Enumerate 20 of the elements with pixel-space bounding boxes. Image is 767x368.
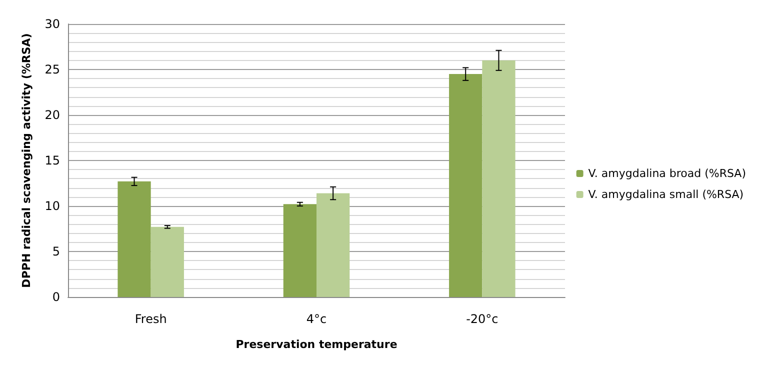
bar: [449, 74, 482, 297]
y-tick-label: 5: [52, 244, 60, 258]
y-tick-label: 15: [44, 154, 60, 168]
y-tick-label: 0: [52, 290, 60, 304]
legend-label: V. amygdalina small (%RSA): [588, 188, 744, 201]
x-tick-label: Fresh: [134, 312, 167, 326]
bar: [316, 193, 350, 297]
y-tick-label: 30: [44, 17, 60, 31]
bar: [118, 181, 151, 297]
bar: [150, 226, 184, 297]
y-tick-label: 25: [44, 62, 60, 76]
y-tick-label: 10: [44, 199, 60, 213]
x-axis-title: Preservation temperature: [236, 338, 398, 351]
y-tick-label: 20: [44, 108, 60, 122]
x-tick-label: 4°c: [306, 312, 327, 326]
bar: [283, 204, 316, 297]
legend-label: V. amygdalina broad (%RSA): [588, 167, 746, 180]
bar: [482, 60, 516, 297]
x-tick-label: -20°c: [466, 312, 498, 326]
y-axis-title: DPPH radical scavenging activity (%RSA): [20, 33, 33, 288]
